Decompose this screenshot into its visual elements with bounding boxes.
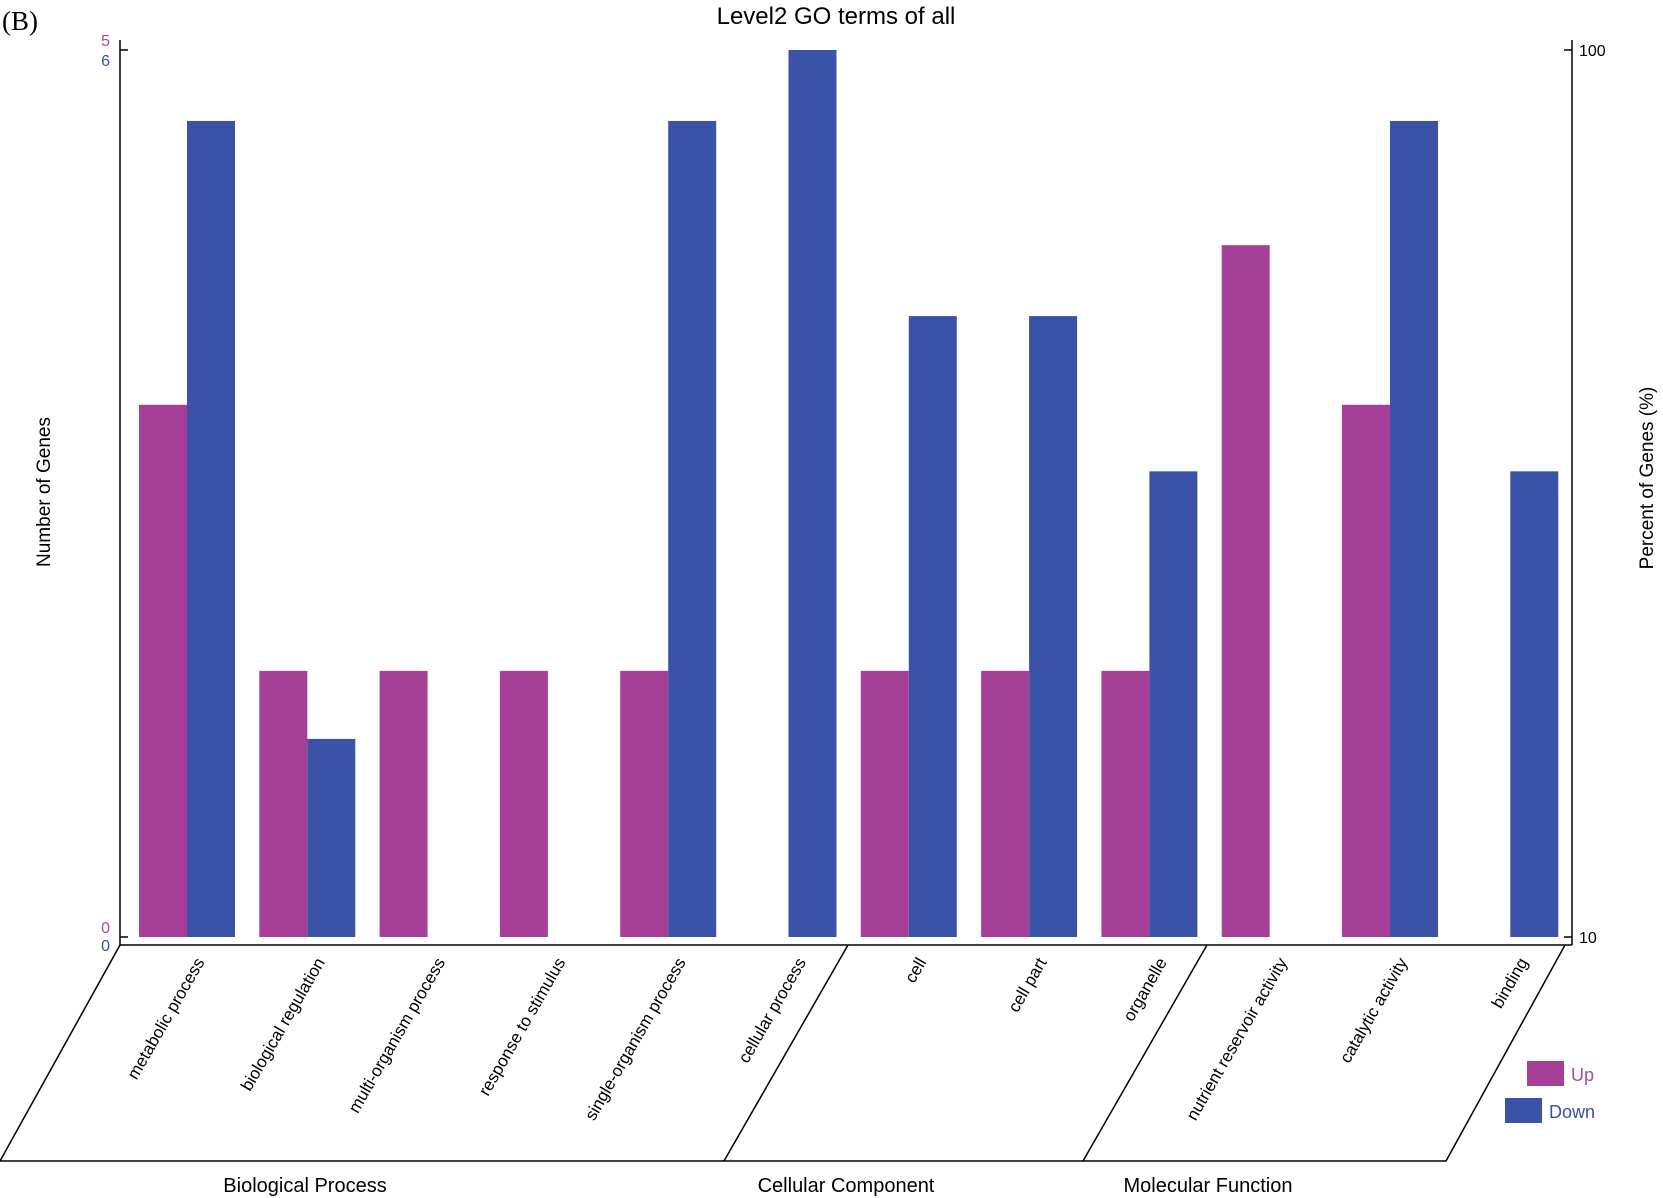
bar-up-cell-part	[981, 670, 1030, 937]
category-label: binding	[1488, 955, 1532, 1012]
bar-up-single-organism-process	[620, 670, 669, 937]
bar-down-organelle	[1149, 471, 1198, 937]
group-labels: Biological Process Cellular Component Mole…	[223, 1175, 1292, 1197]
category-label: multi-organism process	[345, 955, 449, 1117]
right-min-tick: 10	[1579, 930, 1597, 947]
bars	[139, 50, 1559, 938]
left-down-min-tick: 0	[101, 938, 110, 955]
bar-down-single-organism-process	[668, 120, 717, 937]
bar-down-cellular-process	[788, 50, 837, 937]
category-label: cellular process	[734, 955, 810, 1067]
legend-down-swatch	[1505, 1098, 1542, 1123]
left-up-max-tick: 5	[101, 33, 110, 50]
axes	[0, 40, 1573, 1162]
bar-down-biological-regulation	[307, 738, 356, 937]
left-down-max-tick: 6	[101, 53, 110, 70]
legend-down-label: Down	[1549, 1102, 1595, 1122]
category-label: cell	[901, 955, 930, 987]
y2-axis-title: Percent of Genes (%)	[1637, 387, 1658, 570]
bar-up-metabolic-process	[139, 404, 187, 937]
group-label-biological-process: Biological Process	[223, 1175, 386, 1197]
legend-up-label: Up	[1571, 1065, 1594, 1085]
group-divider-2	[1082, 944, 1208, 1162]
category-label: organelle	[1119, 955, 1170, 1025]
category-label: response to stimulus	[475, 955, 569, 1100]
category-label: metabolic process	[124, 955, 209, 1083]
right-max-tick: 100	[1579, 43, 1606, 60]
y-axis-title: Number of Genes	[34, 417, 55, 567]
bar-up-catalytic-activity	[1342, 404, 1390, 937]
perspective-floor	[0, 944, 1566, 1162]
bar-up-cell	[860, 670, 909, 937]
bar-up-biological-regulation	[259, 670, 308, 937]
category-label: single-organism process	[581, 955, 690, 1124]
bar-up-nutrient-reservoir-activity	[1221, 245, 1270, 937]
bar-down-catalytic-activity	[1390, 120, 1438, 937]
left-up-min-tick: 0	[101, 920, 110, 937]
legend-up-swatch	[1527, 1061, 1564, 1086]
group-label-cellular-component: Cellular Component	[758, 1175, 935, 1197]
category-label: nutrient reservoir activity	[1183, 954, 1292, 1123]
category-label: biological regulation	[237, 955, 329, 1095]
bar-down-binding	[1510, 471, 1559, 937]
bar-up-response-to-stimulus	[499, 670, 548, 937]
bar-down-cell-part	[1029, 316, 1078, 938]
bar-up-organelle	[1101, 670, 1150, 937]
category-label: catalytic activity	[1336, 954, 1412, 1066]
bar-down-metabolic-process	[187, 120, 235, 937]
group-divider-1	[723, 944, 849, 1162]
panel-label: (B)	[2, 6, 38, 36]
legend: Up Down	[1505, 1061, 1595, 1123]
chart-title: Level2 GO terms of all	[717, 3, 956, 30]
group-label-molecular-function: Molecular Function	[1124, 1175, 1293, 1197]
bar-down-cell	[908, 316, 957, 938]
category-label: cell part	[1004, 954, 1050, 1015]
bar-up-multi-organism-process	[379, 670, 428, 937]
